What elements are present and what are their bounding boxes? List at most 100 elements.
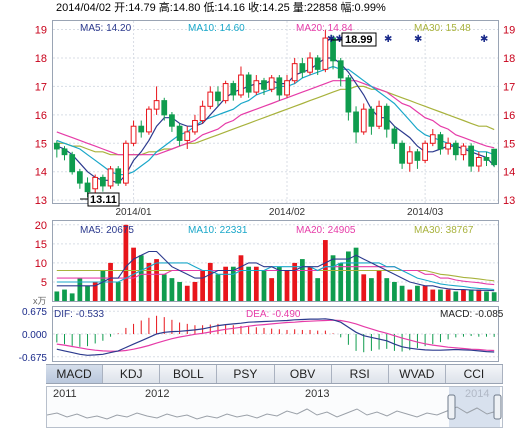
- volume-bar: [215, 274, 221, 301]
- candle-body: [61, 148, 68, 156]
- candle-body: [452, 142, 459, 156]
- change-value: 0.99%: [354, 2, 386, 14]
- candle-body: [383, 105, 390, 130]
- close-label: 收:: [248, 2, 263, 14]
- volume-bar: [438, 289, 443, 301]
- macd-legend: DIF: -0.533 DEA: -0.490 MACD: -0.085: [54, 309, 504, 320]
- navigator-sparkline: [47, 387, 502, 427]
- candle: [115, 166, 122, 186]
- volume-bar: [54, 291, 60, 301]
- price-tick-right-18: 18: [503, 53, 515, 65]
- candle: [345, 75, 352, 121]
- candle: [437, 131, 444, 155]
- vol-ma30-legend: MA30: 38767: [414, 225, 474, 236]
- marker-star-2: ✱: [384, 34, 392, 45]
- change-label: 幅:: [340, 2, 355, 14]
- vol-ma10-line: [56, 262, 495, 291]
- candle-body: [314, 57, 321, 70]
- candle: [261, 77, 267, 95]
- candle: [92, 174, 99, 195]
- candle: [406, 146, 413, 172]
- candle: [199, 100, 206, 124]
- candle-body: [268, 77, 275, 90]
- macd-dea-line: [56, 319, 495, 352]
- volume-bar: [169, 278, 175, 301]
- candle: [414, 148, 421, 169]
- candle-body: [107, 168, 114, 187]
- low-annotation: 13.11: [90, 194, 117, 206]
- candle-body: [345, 77, 352, 113]
- candle-body: [322, 37, 329, 70]
- candle: [445, 137, 452, 155]
- price-ma10-line: [56, 65, 495, 176]
- tab-kdj[interactable]: KDJ: [103, 365, 161, 383]
- navigator-right-handle[interactable]: [493, 394, 502, 420]
- ma20-legend: MA20: 14.84: [296, 23, 353, 34]
- volume-bar: [62, 289, 67, 301]
- macd-tick-0: 0.675: [22, 307, 47, 318]
- candle: [383, 103, 390, 138]
- time-navigator[interactable]: 2011 2012 2013 2014: [46, 386, 503, 428]
- volume-bar: [476, 289, 482, 301]
- candle-body: [276, 77, 283, 96]
- volume-bar: [468, 289, 474, 301]
- price-ma20-line: [56, 80, 495, 156]
- tab-cci[interactable]: CCI: [445, 365, 503, 383]
- open-label: 开:: [114, 2, 129, 14]
- candle: [215, 86, 221, 107]
- price-annotations: 18.99 13.11: [80, 32, 377, 207]
- candle: [123, 140, 129, 186]
- volume-bar: [299, 259, 305, 301]
- nav-year-2012: 2012: [145, 388, 170, 400]
- marker-star-4: ✱: [480, 34, 488, 45]
- tab-obv[interactable]: OBV: [274, 365, 332, 383]
- high-label: 高:: [158, 2, 173, 14]
- nav-year-2013: 2013: [305, 388, 330, 400]
- volume-bar: [276, 266, 282, 301]
- marker-star-3: ✱: [414, 34, 422, 45]
- volume-bar: [207, 262, 213, 301]
- candle-body: [153, 100, 160, 110]
- candle: [268, 75, 275, 93]
- candle-body: [245, 74, 252, 93]
- price-tick-right-17: 17: [503, 81, 515, 93]
- candle: [429, 129, 436, 147]
- candle: [307, 52, 313, 76]
- volume-bar: [138, 255, 144, 301]
- candle: [153, 86, 160, 115]
- volume-bar: [184, 285, 190, 301]
- tab-psy[interactable]: PSY: [217, 365, 275, 383]
- volume-ma-lines: [56, 250, 495, 292]
- tab-wvad[interactable]: WVAD: [388, 365, 446, 383]
- candle: [107, 166, 114, 189]
- candle: [337, 57, 344, 87]
- price-tick-right-16: 16: [503, 110, 515, 122]
- volume-bar: [338, 262, 344, 301]
- volume-bar: [177, 281, 182, 301]
- volume-bar: [123, 224, 129, 301]
- macd-axis: 0.675 0.000 -0.675: [19, 307, 48, 364]
- candle-body: [414, 151, 421, 161]
- candle: [475, 151, 482, 172]
- candle: [376, 100, 382, 130]
- tab-macd[interactable]: MACD: [46, 365, 104, 383]
- navigator-left-handle[interactable]: [447, 394, 456, 420]
- volume-bar: [384, 278, 390, 301]
- tab-rsi[interactable]: RSI: [331, 365, 389, 383]
- dea-legend: DEA: -0.490: [246, 309, 301, 320]
- tab-boll[interactable]: BOLL: [160, 365, 218, 383]
- candle-body: [291, 63, 298, 82]
- volume-bar: [269, 278, 275, 301]
- volume-bar: [85, 285, 90, 301]
- price-ma-lines: [56, 57, 495, 184]
- candle: [460, 143, 467, 161]
- candle-body: [76, 171, 83, 184]
- candle-body: [353, 111, 359, 133]
- candle-body: [330, 37, 336, 62]
- candlestick-series: [53, 29, 498, 198]
- candle: [322, 29, 329, 73]
- volume-bar: [238, 255, 244, 301]
- volume-bar: [392, 281, 397, 301]
- volume-bar: [369, 278, 374, 301]
